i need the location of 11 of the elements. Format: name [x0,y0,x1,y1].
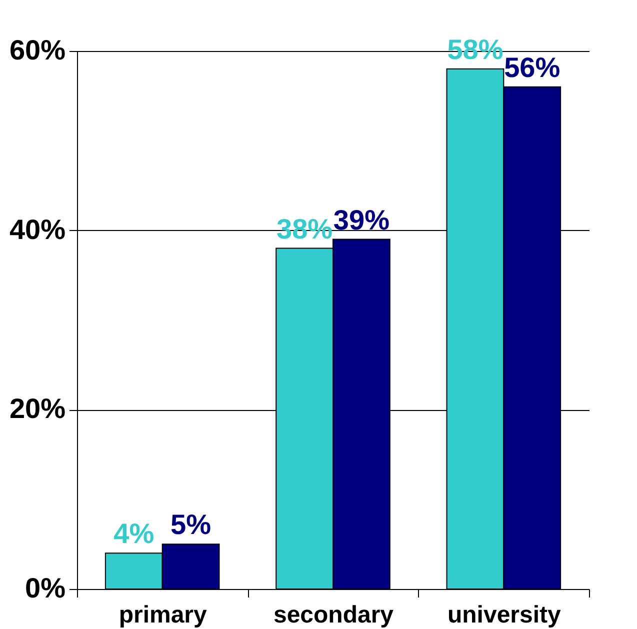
x-tick-label: primary [118,602,208,628]
data-label: 4% [114,518,154,550]
y-tick-label: 0% [25,572,66,604]
data-label: 5% [170,509,212,540]
data-label: 39% [333,204,390,236]
y-tick-label: 20% [9,393,66,424]
data-label: 56% [504,52,560,83]
y-tick-label: 40% [9,214,66,245]
x-tick-label: university [447,602,562,628]
x-tick-label: secondary [273,602,394,628]
y-tick-label: 60% [9,34,66,66]
